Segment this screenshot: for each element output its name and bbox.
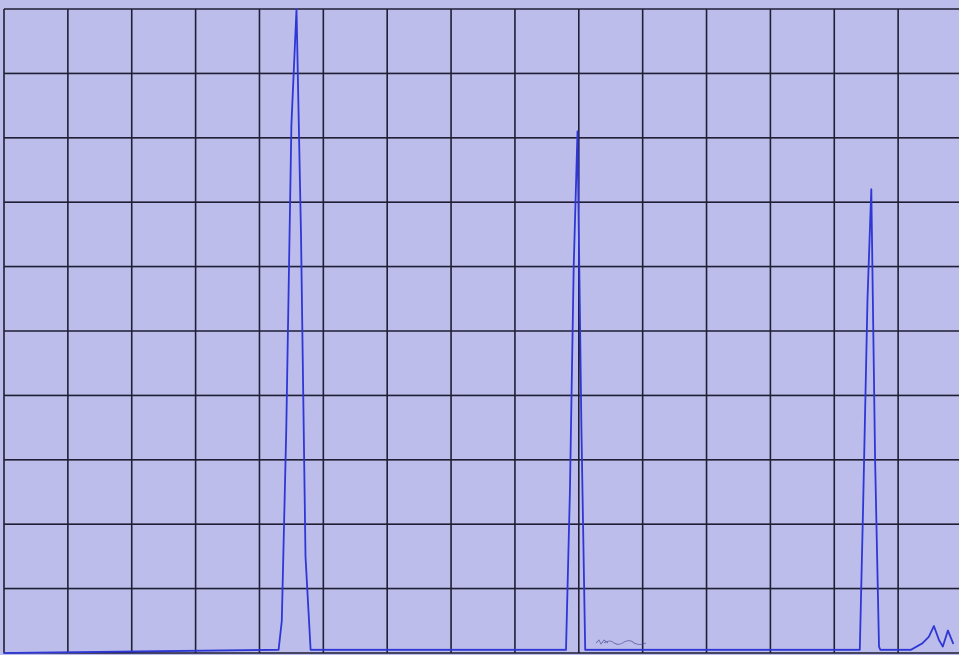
peak-point-0: [295, 8, 298, 10]
chart-grid: [3, 8, 959, 654]
chart-trace-group: [3, 8, 954, 654]
series-line-0: [3, 8, 954, 654]
peak-point-2: [870, 188, 873, 191]
handwritten-scribble-mark: [595, 639, 647, 645]
peak-point-1: [576, 130, 579, 133]
